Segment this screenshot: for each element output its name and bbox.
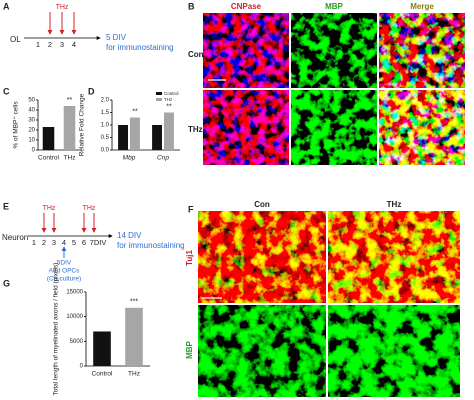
end-label: 5 DIV — [106, 33, 127, 42]
y-axis-label: Total length of myelinated axons / field… — [53, 263, 60, 396]
bar — [164, 112, 174, 150]
treatment-label: THz — [83, 205, 96, 212]
y-axis-label: % of MBP⁺ cells — [13, 101, 20, 149]
micrograph — [379, 90, 465, 165]
y-tick-label: 5000 — [70, 339, 84, 345]
day-label: 1 — [36, 40, 40, 49]
bar — [42, 127, 55, 150]
day-label: 3 — [60, 40, 64, 49]
y-tick-label: 2.0 — [101, 98, 110, 104]
bar — [93, 331, 111, 366]
y-tick-label: 40 — [28, 108, 35, 114]
day-label: 2 — [48, 40, 52, 49]
day-label: 7DIV — [90, 238, 107, 247]
coculture-note: (Co-culture) — [47, 276, 81, 283]
column-header: THz — [387, 200, 402, 209]
legend-label: THz — [164, 97, 173, 102]
bar — [130, 117, 140, 150]
y-tick-label: 0 — [32, 148, 36, 154]
day-label: 5 — [72, 238, 76, 247]
x-tick-label: Cnp — [157, 155, 169, 162]
end-note: for immunostaining — [117, 241, 185, 250]
end-note: for immunostaining — [106, 43, 174, 52]
day-label: 6 — [82, 238, 86, 247]
legend-swatch — [156, 92, 162, 95]
legend-label: Control — [164, 91, 179, 96]
end-label: 14 DIV — [117, 231, 142, 240]
row-label: THz — [188, 125, 203, 134]
y-tick-label: 1.5 — [101, 110, 110, 116]
micrograph — [379, 13, 465, 88]
significance-label: ** — [67, 97, 73, 104]
y-tick-label: 15000 — [66, 290, 83, 296]
x-tick-label: THz — [128, 371, 140, 378]
panel-label: C — [3, 86, 10, 96]
x-tick-label: Control — [92, 371, 114, 378]
bar — [125, 307, 143, 366]
micrograph — [203, 13, 289, 88]
y-tick-label: 1.0 — [101, 123, 110, 129]
panel-label: G — [3, 278, 10, 288]
coculture-note: Add OPCs — [49, 268, 80, 275]
x-tick-label: THz — [64, 155, 76, 162]
bar — [63, 106, 76, 150]
day-label: 4 — [72, 40, 76, 49]
timeline-start: OL — [10, 35, 21, 44]
micrograph — [328, 211, 460, 303]
y-tick-label: 20 — [28, 128, 35, 134]
significance-label: *** — [130, 299, 138, 306]
micrograph — [198, 211, 326, 303]
treatment-label: THz — [43, 205, 56, 212]
x-tick-label: Control — [38, 155, 60, 162]
panel-label: E — [3, 201, 9, 211]
day-label: 4 — [62, 238, 66, 247]
significance-label: ** — [132, 108, 138, 115]
micrograph — [291, 90, 377, 165]
treatment-label: THz — [56, 4, 69, 11]
row-label: Con — [188, 50, 204, 59]
y-tick-label: 50 — [28, 98, 35, 104]
micrograph — [291, 13, 377, 88]
column-header: Merge — [410, 2, 434, 11]
panel-label: B — [188, 1, 195, 11]
timeline-start: Neuron — [2, 233, 28, 242]
day-label: 2 — [42, 238, 46, 247]
y-tick-label: 30 — [28, 118, 35, 124]
bar — [152, 125, 162, 150]
micrograph — [203, 90, 289, 165]
panel-label: A — [3, 1, 10, 11]
column-header: MBP — [325, 2, 343, 11]
legend-swatch — [156, 98, 162, 101]
y-tick-label: 0.5 — [101, 135, 110, 141]
row-label: Tuj1 — [185, 250, 194, 266]
micrograph — [328, 305, 460, 397]
column-header: Con — [254, 200, 270, 209]
column-header: CNPase — [231, 2, 262, 11]
micrograph — [198, 305, 326, 397]
y-tick-label: 10 — [28, 138, 35, 144]
row-label: MBP — [185, 340, 194, 358]
day-label: 1 — [32, 238, 36, 247]
significance-label: ** — [166, 103, 172, 110]
x-tick-label: Mbp — [123, 155, 136, 162]
y-tick-label: 10000 — [66, 314, 83, 320]
bar — [118, 125, 128, 150]
day-label: 3 — [52, 238, 56, 247]
coculture-note: 5DIV — [57, 260, 72, 267]
panel-label: F — [188, 204, 194, 214]
panel-label: D — [88, 86, 95, 96]
y-tick-label: 0 — [80, 364, 84, 370]
y-tick-label: 0.0 — [101, 148, 110, 154]
y-axis-label: Relative Fold Change — [79, 93, 86, 156]
